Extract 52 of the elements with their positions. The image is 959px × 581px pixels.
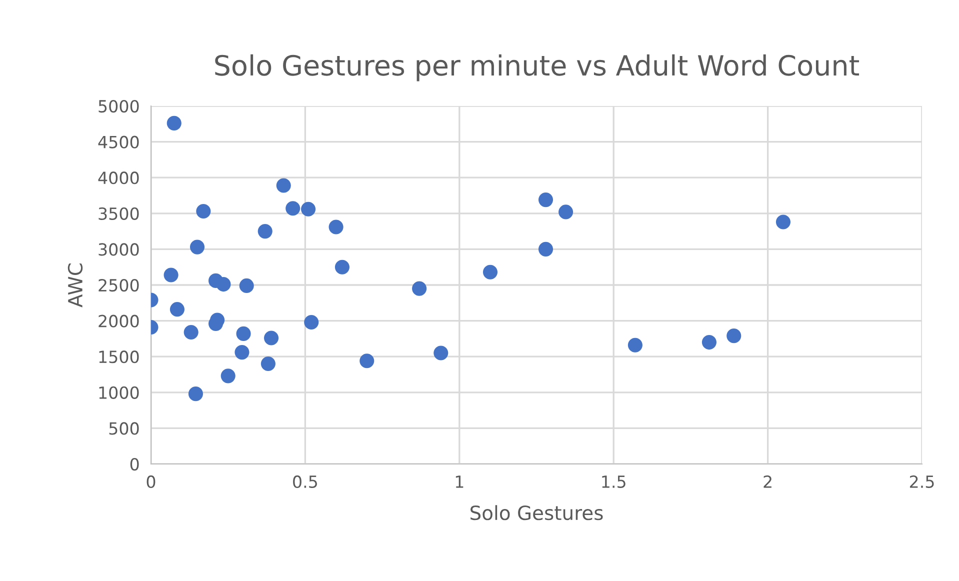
point	[184, 324, 198, 340]
point	[260, 356, 276, 372]
point	[482, 264, 498, 280]
x-tick-label: 0	[146, 475, 156, 488]
y-tick-label: 3500	[98, 207, 139, 220]
y-tick-label: 1500	[99, 350, 139, 364]
point	[328, 220, 344, 234]
y-tick-label: 3000	[98, 243, 139, 256]
point	[776, 214, 791, 230]
point	[196, 204, 211, 219]
point	[190, 240, 205, 254]
point	[166, 116, 182, 130]
point	[216, 277, 231, 292]
point	[360, 354, 374, 368]
point	[220, 368, 236, 384]
y-tick-label: 2000	[98, 314, 139, 328]
x-tick-label: 2	[764, 475, 772, 488]
x-tick-label: 2.5	[910, 475, 934, 488]
y-tick-label: 2500	[98, 278, 139, 292]
y-tick-label: 500	[109, 422, 139, 435]
point	[188, 386, 203, 402]
point	[164, 268, 178, 282]
point	[234, 345, 250, 360]
chart-title: Solo Gestures per minute vs Adult Word Count	[215, 54, 860, 82]
x-tick-label: 0.5	[293, 475, 317, 488]
x-axis-title: Solo Gestures	[470, 505, 603, 520]
point	[258, 224, 272, 239]
point	[264, 330, 279, 346]
point	[236, 326, 251, 341]
y-tick-label: 4500	[98, 136, 139, 148]
x-tick-label: 1.5	[602, 476, 626, 488]
point	[286, 201, 300, 216]
point	[538, 192, 554, 208]
y-tick-label: 4000	[98, 172, 139, 184]
point	[239, 278, 254, 293]
point	[170, 302, 184, 317]
point	[538, 242, 554, 256]
point	[301, 202, 316, 216]
y-tick-label: 1000	[99, 386, 139, 399]
y-tick-label: 0	[130, 458, 139, 471]
y-tick-label: 5000	[98, 100, 139, 113]
point	[558, 204, 574, 220]
point	[276, 178, 291, 193]
x-tick-label: 1	[456, 476, 464, 488]
point	[412, 281, 427, 296]
point	[628, 338, 642, 352]
y-axis-title: AWC	[68, 264, 83, 308]
point	[304, 314, 319, 330]
point	[702, 334, 716, 350]
point	[334, 260, 350, 274]
point	[726, 328, 742, 344]
point	[434, 346, 448, 360]
